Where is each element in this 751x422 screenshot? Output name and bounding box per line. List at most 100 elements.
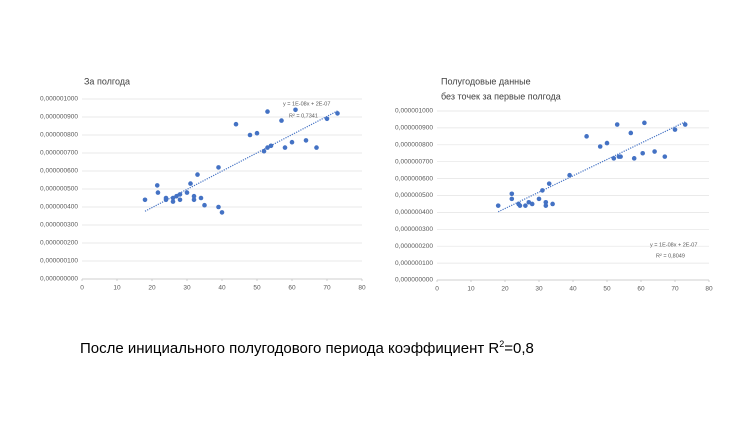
y-tick-label: 0,000000300 bbox=[40, 222, 78, 229]
y-tick-label: 0,000000200 bbox=[40, 240, 78, 247]
x-tick-label: 70 bbox=[323, 285, 331, 292]
caption: После инициального полугодового периода … bbox=[80, 339, 534, 357]
point bbox=[268, 143, 274, 149]
x-tick-label: 30 bbox=[535, 286, 543, 293]
point bbox=[672, 127, 678, 132]
caption-text: После инициального полугодового периода … bbox=[80, 340, 500, 357]
point bbox=[509, 196, 515, 202]
point bbox=[265, 145, 270, 150]
trend-equation: R² = 0,8049 bbox=[656, 253, 685, 259]
point bbox=[174, 193, 179, 199]
point bbox=[611, 156, 617, 161]
point bbox=[188, 181, 193, 186]
point bbox=[604, 140, 610, 146]
trend-equation: y = 1E-08x + 2E-07 bbox=[650, 242, 697, 248]
point bbox=[155, 190, 161, 195]
y-tick-label: 0,000001000 bbox=[395, 108, 433, 115]
x-tick-label: 70 bbox=[671, 286, 679, 293]
point bbox=[184, 190, 190, 195]
point bbox=[170, 195, 176, 201]
caption-sup: 2 bbox=[499, 339, 505, 349]
point bbox=[163, 197, 169, 203]
x-tick-label: 10 bbox=[113, 285, 121, 292]
x-tick-label: 30 bbox=[183, 285, 191, 292]
y-tick-label: 0,000000600 bbox=[395, 175, 433, 182]
y-tick-label: 0,000000300 bbox=[395, 226, 433, 233]
point bbox=[219, 210, 225, 215]
trendline bbox=[497, 121, 686, 213]
x-tick-label: 40 bbox=[569, 286, 577, 293]
chart-title: За полгода bbox=[84, 76, 130, 86]
point bbox=[279, 118, 284, 123]
point bbox=[662, 154, 668, 159]
point bbox=[618, 154, 623, 159]
point bbox=[529, 201, 535, 207]
point bbox=[614, 122, 620, 127]
y-tick-label: 0,000000900 bbox=[395, 125, 433, 132]
point bbox=[191, 197, 197, 203]
x-tick-label: 50 bbox=[253, 285, 261, 292]
point bbox=[628, 130, 634, 136]
point bbox=[495, 203, 501, 208]
point bbox=[293, 107, 298, 113]
point bbox=[543, 203, 549, 208]
y-tick-label: 0,000001000 bbox=[40, 96, 78, 103]
point bbox=[216, 204, 221, 210]
point bbox=[640, 150, 645, 156]
point bbox=[523, 203, 528, 208]
x-tick-label: 0 bbox=[80, 285, 84, 292]
point bbox=[631, 156, 637, 161]
x-tick-label: 20 bbox=[501, 286, 509, 293]
point bbox=[652, 149, 657, 154]
x-tick-label: 0 bbox=[435, 286, 439, 293]
point bbox=[191, 193, 197, 199]
point bbox=[584, 134, 589, 139]
chart-title: Полугодовые данные bbox=[441, 76, 531, 86]
point bbox=[289, 139, 295, 145]
y-tick-label: 0,000000000 bbox=[40, 276, 78, 283]
x-tick-label: 10 bbox=[467, 286, 475, 293]
y-tick-label: 0,000000700 bbox=[395, 158, 433, 165]
point bbox=[536, 196, 542, 202]
y-tick-label: 0,000000800 bbox=[40, 132, 78, 139]
y-tick-label: 0,000000500 bbox=[395, 192, 433, 199]
chart-subtitle: без точек за первые полгода bbox=[441, 91, 561, 101]
x-tick-label: 60 bbox=[637, 286, 645, 293]
point bbox=[597, 144, 603, 149]
point bbox=[509, 191, 515, 197]
y-tick-label: 0,000000500 bbox=[40, 186, 78, 193]
point bbox=[216, 165, 221, 170]
point bbox=[303, 138, 309, 143]
caption-tail: =0,8 bbox=[504, 340, 534, 357]
trend-equation: y = 1E-08x + 2E-07 bbox=[283, 101, 330, 107]
y-tick-label: 0,000000800 bbox=[395, 142, 433, 149]
y-tick-label: 0,000000100 bbox=[395, 260, 433, 267]
y-tick-label: 0,000000900 bbox=[40, 114, 78, 121]
point bbox=[540, 188, 545, 193]
point bbox=[324, 116, 330, 122]
trend-equation: R² = 0,7341 bbox=[289, 113, 318, 119]
x-tick-label: 50 bbox=[603, 286, 611, 293]
point bbox=[682, 122, 688, 127]
point bbox=[526, 199, 532, 205]
point bbox=[177, 192, 183, 197]
point bbox=[265, 109, 270, 114]
point bbox=[261, 148, 267, 154]
x-tick-label: 60 bbox=[288, 285, 296, 292]
point bbox=[247, 132, 253, 138]
point bbox=[546, 181, 552, 186]
point bbox=[314, 145, 319, 150]
point bbox=[335, 111, 340, 116]
point bbox=[142, 197, 148, 203]
point bbox=[517, 203, 523, 208]
point bbox=[154, 183, 160, 188]
x-tick-label: 20 bbox=[148, 285, 156, 292]
point bbox=[233, 121, 239, 127]
point bbox=[550, 201, 555, 207]
y-tick-label: 0,000000400 bbox=[395, 209, 433, 216]
point bbox=[202, 202, 207, 208]
y-tick-label: 0,000000700 bbox=[40, 150, 78, 157]
y-tick-label: 0,000000600 bbox=[40, 168, 78, 175]
y-tick-label: 0,000000000 bbox=[395, 277, 433, 284]
point bbox=[567, 172, 572, 178]
